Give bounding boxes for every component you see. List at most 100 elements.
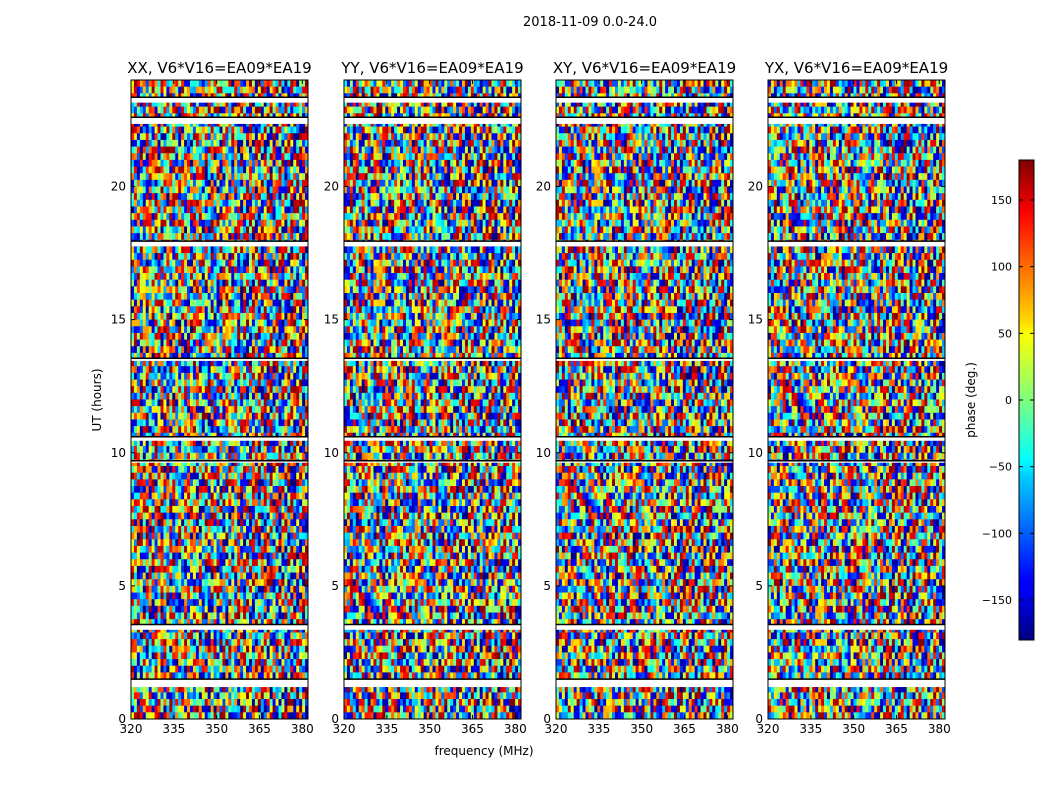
flagged-gap <box>344 241 521 247</box>
y-tick-label: 20 <box>324 180 339 194</box>
flagged-gap <box>768 117 945 124</box>
colorbar-tick-label: −100 <box>982 527 1012 540</box>
y-axis-label: UT (hours) <box>90 368 104 431</box>
flagged-gap <box>556 436 733 441</box>
flagged-gap <box>344 436 521 441</box>
flagged-gap <box>131 460 308 463</box>
y-tick-label: 0 <box>755 712 763 726</box>
flagged-gap <box>556 679 733 688</box>
flagged-gap <box>344 460 521 463</box>
y-tick-label: 15 <box>536 313 551 327</box>
colorbar-ticks: 150 100 50 0 −50 −100 −150 <box>982 194 1034 607</box>
colorbar-tick-label: 150 <box>991 194 1012 207</box>
heatmap-cells <box>131 80 309 720</box>
flagged-gap <box>344 117 521 124</box>
y-tick-label: 0 <box>331 712 339 726</box>
flagged-gap <box>131 358 308 361</box>
panel-title: XX, V6*V16=EA09*EA19 <box>127 59 311 77</box>
heatmap-cells <box>344 80 522 720</box>
x-tick-label: 365 <box>885 722 908 736</box>
x-tick-label: 380 <box>291 722 314 736</box>
flagged-gap <box>344 358 521 361</box>
y-tick-label: 15 <box>324 313 339 327</box>
x-tick-label: 365 <box>461 722 484 736</box>
flagged-gap <box>768 241 945 247</box>
panel-0: XX, V6*V16=EA09*EA19 320 335 350 365 380 0 5 10 1… <box>111 59 314 736</box>
y-tick-label: 0 <box>543 712 551 726</box>
panel-title: YY, V6*V16=EA09*EA19 <box>340 59 523 77</box>
flagged-gap <box>131 624 308 630</box>
y-tick-label: 10 <box>748 446 763 460</box>
panel-frame <box>343 79 522 720</box>
flagged-gap <box>556 97 733 103</box>
panel-title: XY, V6*V16=EA09*EA19 <box>553 59 736 77</box>
flagged-gap <box>768 624 945 630</box>
flagged-gap <box>768 97 945 103</box>
flagged-gap <box>131 97 308 103</box>
y-tick-label: 10 <box>324 446 339 460</box>
panel-2: XY, V6*V16=EA09*EA19 320 335 350 365 380 0 5 10 1… <box>536 59 739 736</box>
y-tick-label: 20 <box>748 180 763 194</box>
heatmap-cells <box>556 80 734 720</box>
flagged-gap <box>556 117 733 124</box>
flagged-gap <box>131 679 308 688</box>
y-tick-label: 10 <box>111 446 126 460</box>
y-tick-label: 15 <box>111 313 126 327</box>
x-tick-label: 335 <box>587 722 610 736</box>
y-tick-label: 20 <box>111 180 126 194</box>
colorbar-tick-label: −50 <box>989 461 1012 474</box>
x-tick-label: 350 <box>205 722 228 736</box>
x-tick-label: 350 <box>842 722 865 736</box>
panel-frame <box>767 79 946 720</box>
figure-suptitle: 2018-11-09 0.0-24.0 <box>523 15 657 30</box>
x-tick-label: 320 <box>757 722 780 736</box>
panel-frame <box>130 79 309 720</box>
x-tick-label: 320 <box>333 722 356 736</box>
panel-1: YY, V6*V16=EA09*EA19 320 335 350 365 380 0 5 10 1… <box>324 59 527 736</box>
flagged-gap <box>768 358 945 361</box>
y-tick-label: 5 <box>543 579 551 593</box>
colorbar: 150 100 50 0 −50 −100 −150 phase (deg.) <box>964 159 1035 641</box>
flagged-gap <box>556 460 733 463</box>
heatmap-cells <box>768 80 946 720</box>
flagged-gap <box>344 97 521 103</box>
y-tick-label: 0 <box>118 712 126 726</box>
flagged-gap <box>344 624 521 630</box>
y-tick-label: 15 <box>748 313 763 327</box>
x-tick-label: 365 <box>248 722 271 736</box>
x-tick-label: 320 <box>120 722 143 736</box>
panel-frame <box>555 79 734 720</box>
flagged-gap <box>131 241 308 247</box>
x-tick-label: 380 <box>716 722 739 736</box>
colorbar-tick-label: 50 <box>998 327 1012 340</box>
flagged-gap <box>556 241 733 247</box>
flagged-gap <box>344 679 521 688</box>
panels-group: XX, V6*V16=EA09*EA19 320 335 350 365 380 0 5 10 1… <box>111 59 951 736</box>
x-tick-label: 335 <box>799 722 822 736</box>
flagged-gap <box>131 436 308 441</box>
x-tick-label: 335 <box>162 722 185 736</box>
flagged-gap <box>768 460 945 463</box>
y-tick-label: 5 <box>118 579 126 593</box>
colorbar-tick-label: 100 <box>991 261 1012 274</box>
y-tick-label: 20 <box>536 180 551 194</box>
x-tick-label: 335 <box>375 722 398 736</box>
colorbar-tick-label: −150 <box>982 594 1012 607</box>
panel-title: YX, V6*V16=EA09*EA19 <box>764 59 948 77</box>
y-tick-label: 5 <box>755 579 763 593</box>
colorbar-tick-label: 0 <box>1005 394 1012 407</box>
flagged-gap <box>768 436 945 441</box>
y-tick-label: 5 <box>331 579 339 593</box>
x-tick-label: 365 <box>673 722 696 736</box>
flagged-gap <box>768 679 945 688</box>
x-tick-label: 380 <box>928 722 951 736</box>
x-tick-label: 350 <box>630 722 653 736</box>
x-tick-label: 320 <box>545 722 568 736</box>
y-tick-label: 10 <box>536 446 551 460</box>
flagged-gap <box>556 624 733 630</box>
flagged-gap <box>131 117 308 124</box>
x-tick-label: 380 <box>504 722 527 736</box>
x-tick-label: 350 <box>418 722 441 736</box>
panel-3: YX, V6*V16=EA09*EA19 320 335 350 365 380 0 5 10 1… <box>748 59 951 736</box>
